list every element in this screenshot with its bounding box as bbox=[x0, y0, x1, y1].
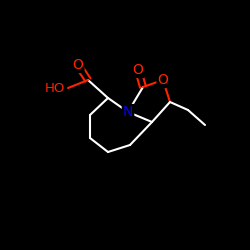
Text: O: O bbox=[72, 58, 84, 72]
Text: N: N bbox=[123, 105, 133, 119]
Text: HO: HO bbox=[44, 82, 65, 94]
Text: O: O bbox=[158, 73, 168, 87]
Text: O: O bbox=[132, 63, 143, 77]
